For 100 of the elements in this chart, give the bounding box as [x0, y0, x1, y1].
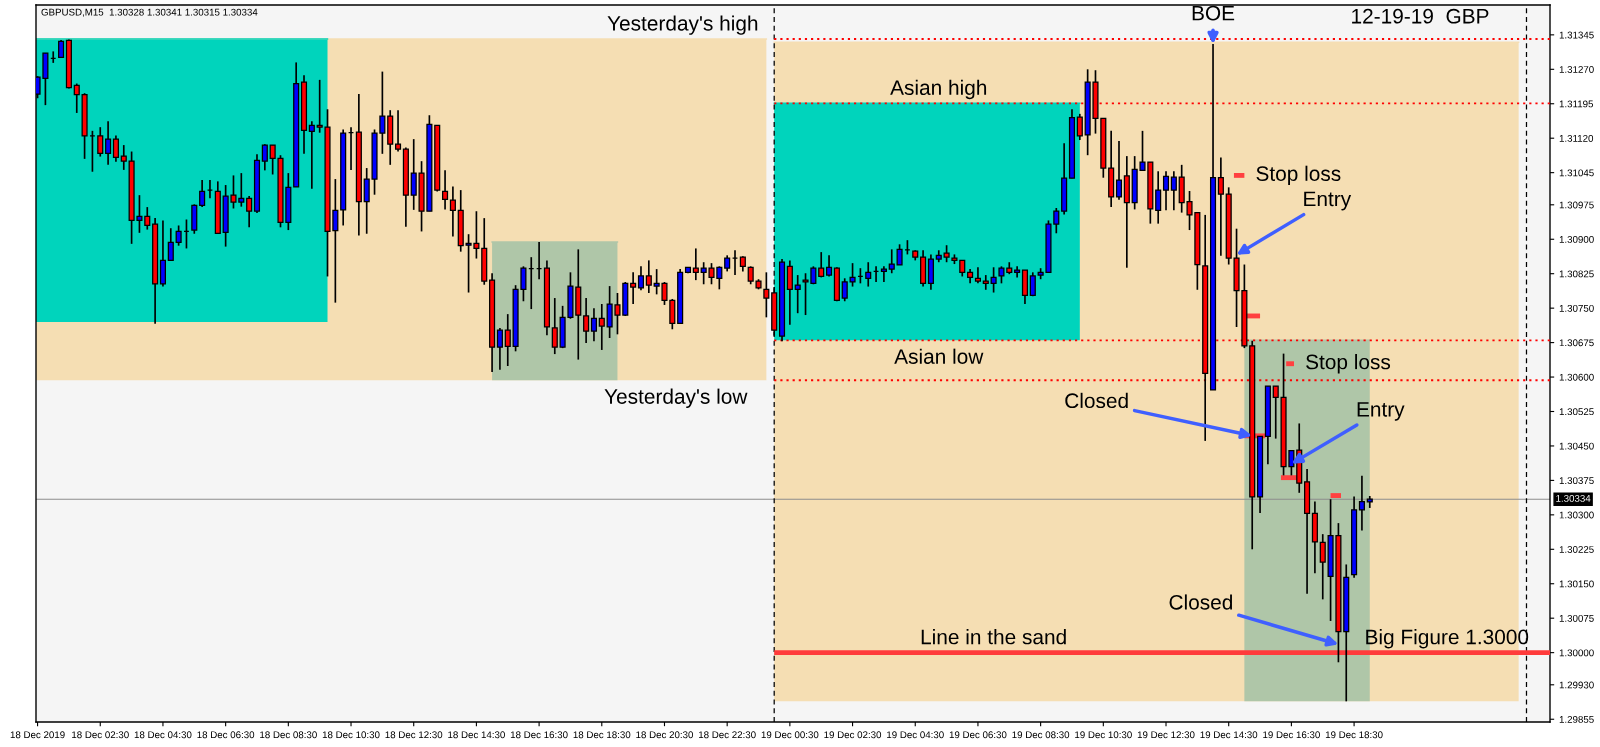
- y-tick-label: 1.30300: [1559, 511, 1594, 519]
- candlestick: [1170, 170, 1177, 212]
- annotation: Big Figure 1.3000: [1366, 629, 1529, 649]
- candlestick: [1319, 533, 1326, 601]
- candlestick: [818, 251, 825, 279]
- candlestick: [1358, 474, 1365, 532]
- candlestick: [794, 274, 801, 315]
- ref-line-label: 1.30334: [1556, 494, 1591, 502]
- annotation: 12-19-19 GBP: [1352, 8, 1489, 24]
- candlestick: [167, 227, 174, 262]
- y-tick-label: 1.31045: [1559, 169, 1594, 177]
- y-tick-label: 1.30825: [1559, 270, 1594, 278]
- candlestick: [865, 261, 872, 288]
- x-tick-label: 18 Dec 08:30: [260, 731, 317, 739]
- candlestick: [1115, 140, 1123, 201]
- y-tick-label: 1.31195: [1559, 100, 1594, 108]
- annotation: Line in the sand: [921, 629, 1066, 645]
- candlestick: [120, 144, 127, 171]
- candlestick: [199, 179, 206, 208]
- candlestick: [449, 185, 456, 238]
- x-tick-label: 18 Dec 14:30: [448, 731, 505, 739]
- x-tick-label: 19 Dec 12:30: [1137, 731, 1195, 739]
- x-tick-label: 19 Dec 14:30: [1200, 731, 1258, 739]
- annotation: Asian high: [890, 79, 987, 100]
- candlestick: [394, 109, 402, 153]
- annotation: Yesterday's low: [604, 388, 748, 409]
- candlestick: [583, 297, 590, 344]
- annotation: Closed: [1169, 594, 1232, 610]
- candlestick: [261, 143, 268, 172]
- candlestick: [308, 120, 315, 190]
- candlestick: [246, 195, 253, 229]
- candlestick: [1217, 156, 1224, 257]
- candlestick: [442, 169, 449, 211]
- y-tick-label: 1.31120: [1559, 134, 1594, 142]
- x-tick-label: 18 Dec 10:30: [322, 731, 380, 739]
- y-tick-label: 1.30000: [1559, 649, 1594, 657]
- candlestick: [496, 327, 503, 371]
- candlestick: [982, 274, 989, 291]
- y-tick-label: 1.30375: [1559, 477, 1594, 485]
- annotation: Yesterday's high: [607, 15, 758, 35]
- candlestick: [645, 259, 652, 294]
- candlestick: [590, 307, 598, 343]
- candlestick: [504, 313, 511, 367]
- x-tick-label: 19 Dec 16:30: [1263, 731, 1320, 739]
- y-tick-label: 1.30750: [1559, 304, 1594, 312]
- x-tick-label: 18 Dec 04:30: [134, 731, 192, 739]
- candlestick: [1076, 113, 1083, 141]
- candlestick: [175, 224, 182, 247]
- y-tick-label: 1.30075: [1559, 614, 1594, 622]
- annotation: Closed: [1065, 392, 1128, 409]
- annotation: Asian low: [894, 348, 984, 364]
- annotation: Entry: [1304, 191, 1352, 211]
- candlestick: [763, 271, 770, 319]
- y-tick-label: 1.30975: [1559, 201, 1594, 209]
- y-tick-label: 1.30900: [1559, 235, 1594, 243]
- y-tick-label: 1.29855: [1559, 715, 1594, 723]
- annotation: Stop loss: [1306, 354, 1391, 374]
- candlestick: [786, 259, 793, 326]
- x-tick-label: 19 Dec 08:30: [1012, 731, 1070, 739]
- candlestick: [551, 297, 558, 355]
- x-tick-label: 19 Dec 10:30: [1075, 731, 1132, 739]
- x-tick-label: 18 Dec 2019: [10, 731, 65, 739]
- chart-title: GBPUSD,M15 1.30328 1.30341 1.30315 1.30334: [41, 8, 258, 17]
- candlestick: [1155, 170, 1162, 225]
- x-tick-label: 18 Dec 02:30: [72, 731, 129, 739]
- x-tick-label: 18 Dec 22:30: [699, 731, 756, 739]
- y-tick-label: 1.30525: [1559, 408, 1594, 416]
- x-tick-label: 18 Dec 18:30: [573, 731, 631, 739]
- y-tick-label: 1.30450: [1559, 442, 1594, 450]
- annotation: Entry: [1357, 402, 1405, 421]
- annotation: BOE: [1192, 5, 1235, 21]
- y-tick-label: 1.30675: [1559, 339, 1594, 347]
- candlestick: [637, 265, 645, 292]
- candlestick: [692, 247, 699, 281]
- x-tick-label: 19 Dec 00:30: [761, 731, 819, 739]
- candlestick: [105, 120, 112, 166]
- y-tick-label: 1.31270: [1559, 66, 1594, 73]
- y-tick-label: 1.30225: [1559, 546, 1594, 553]
- candlestick: [97, 126, 104, 158]
- y-tick-label: 1.30150: [1559, 580, 1594, 588]
- y-tick-label: 1.30600: [1559, 373, 1594, 381]
- candlestick: [630, 271, 637, 305]
- x-tick-label: 18 Dec 06:30: [197, 731, 255, 739]
- annotation: Stop loss: [1256, 165, 1341, 186]
- x-tick-label: 19 Dec 06:30: [949, 731, 1007, 739]
- x-tick-label: 19 Dec 02:30: [824, 731, 882, 739]
- candlestick: [880, 265, 887, 283]
- x-tick-label: 18 Dec 16:30: [510, 731, 568, 739]
- candlestick: [598, 303, 605, 351]
- candlestick: [1162, 170, 1170, 212]
- candlestick: [990, 266, 997, 294]
- candlestick: [73, 82, 80, 114]
- x-tick-label: 18 Dec 12:30: [385, 731, 443, 739]
- candlestick: [159, 219, 167, 288]
- x-tick-label: 18 Dec 20:30: [636, 731, 694, 739]
- candlestick: [112, 134, 119, 163]
- x-tick-label: 19 Dec 18:30: [1325, 731, 1383, 739]
- y-tick-label: 1.29930: [1559, 681, 1594, 689]
- x-tick-label: 19 Dec 04:30: [887, 731, 944, 739]
- y-tick-label: 1.31345: [1559, 31, 1594, 39]
